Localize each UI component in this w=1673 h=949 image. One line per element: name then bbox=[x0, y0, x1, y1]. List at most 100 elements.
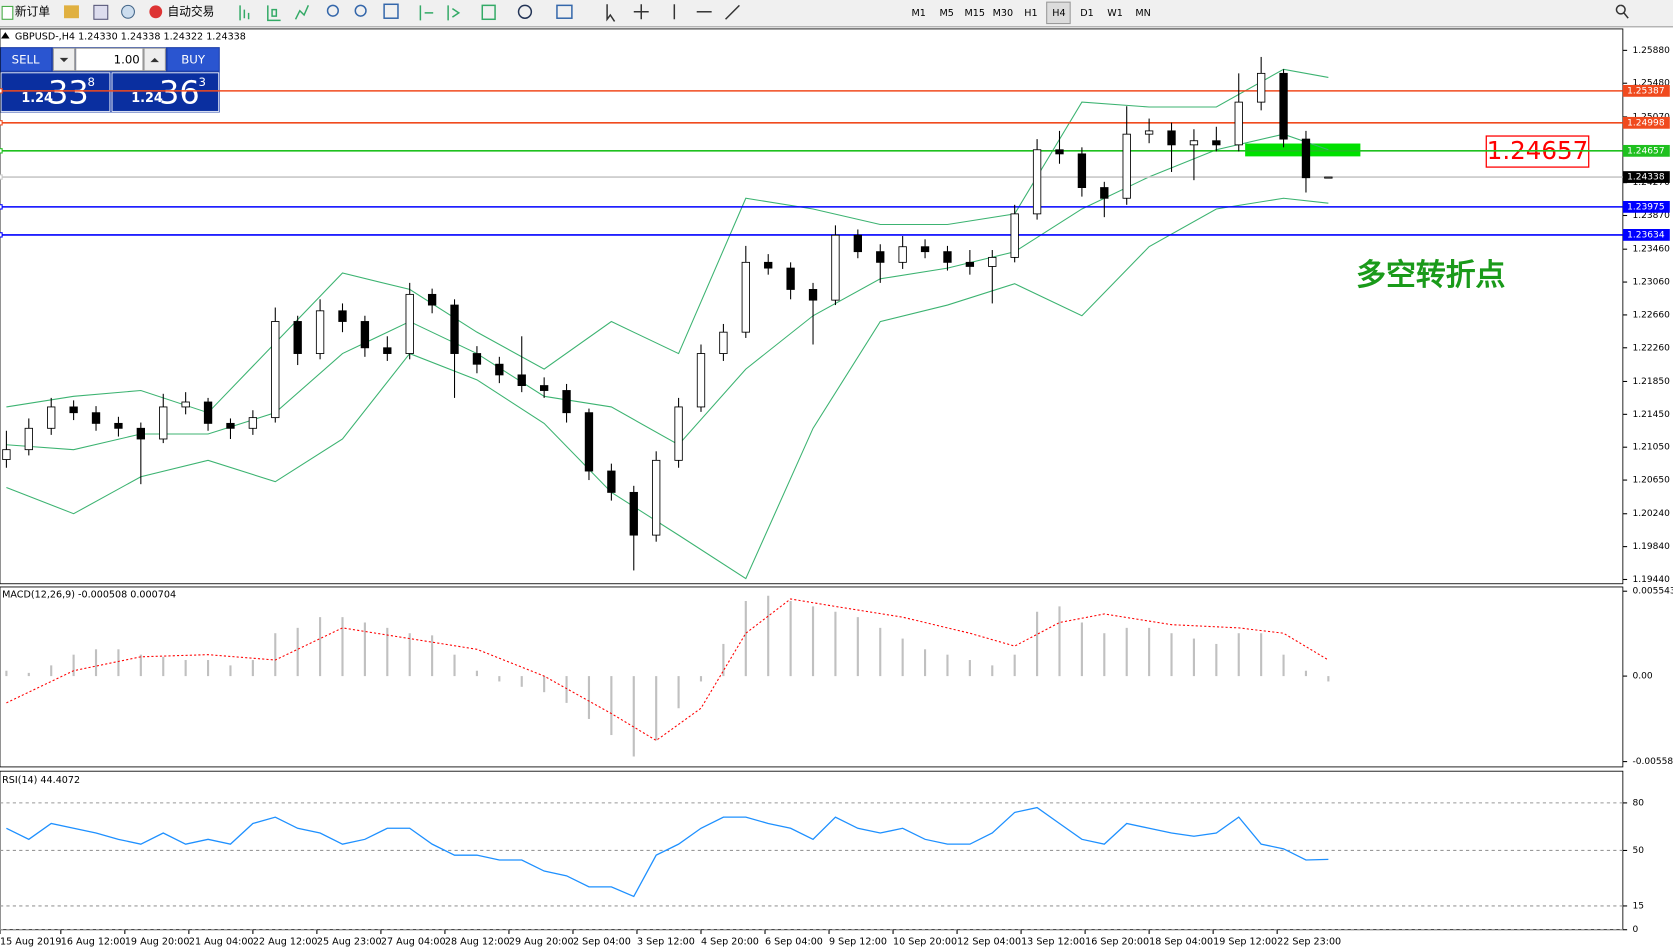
y-tick-label: 0 bbox=[1632, 925, 1638, 935]
x-tick-label: 4 Sep 20:00 bbox=[701, 936, 759, 947]
lot-value[interactable]: 1.00 bbox=[114, 52, 140, 66]
y-tick-label: 1.24270 bbox=[1632, 178, 1670, 188]
candle-body bbox=[898, 246, 907, 263]
icon[interactable] bbox=[354, 4, 367, 17]
timeframe[interactable]: M30 bbox=[993, 8, 1013, 19]
active-timeframe[interactable] bbox=[1046, 1, 1071, 25]
candle-body bbox=[1279, 72, 1288, 140]
auto-trading-icon[interactable] bbox=[149, 5, 163, 19]
arrow-down bbox=[59, 57, 69, 63]
timeframe[interactable]: H1 bbox=[1024, 8, 1037, 19]
level-label-box bbox=[1622, 84, 1670, 97]
lot-field[interactable] bbox=[75, 47, 144, 72]
annotation-note: 多空转折点 bbox=[1356, 258, 1505, 293]
x-tick-label: 3 Sep 12:00 bbox=[637, 936, 695, 947]
icon[interactable] bbox=[419, 5, 434, 21]
level-label-box bbox=[1622, 200, 1670, 213]
icon[interactable] bbox=[725, 4, 740, 20]
candle-body bbox=[1212, 140, 1221, 146]
sell-button[interactable] bbox=[1, 48, 52, 71]
y-tick-label: 1.21050 bbox=[1632, 443, 1670, 453]
buy-label[interactable]: BUY bbox=[181, 52, 206, 66]
x-tick-label: 9 Sep 12:00 bbox=[829, 936, 887, 947]
y-tick-label: 1.20240 bbox=[1632, 509, 1670, 519]
level-label: 1.25387 bbox=[1627, 86, 1664, 96]
new-order[interactable]: 新订单 bbox=[15, 4, 50, 18]
candle-body bbox=[584, 412, 594, 472]
candle-body bbox=[69, 406, 78, 414]
icon[interactable] bbox=[326, 4, 339, 17]
new-order-icon[interactable] bbox=[1, 5, 14, 20]
candle-body bbox=[920, 246, 930, 253]
candle-body bbox=[876, 251, 885, 263]
icon[interactable] bbox=[447, 5, 461, 21]
candle-body bbox=[383, 347, 392, 354]
buy-price-point: 3 bbox=[198, 75, 205, 89]
icon[interactable] bbox=[294, 5, 310, 20]
search-icon[interactable] bbox=[1615, 4, 1629, 19]
y-tick-label: 1.21450 bbox=[1632, 410, 1670, 420]
icon[interactable] bbox=[93, 4, 109, 20]
timeframe[interactable]: M15 bbox=[965, 8, 985, 19]
x-tick-label: 16 Sep 20:00 bbox=[1085, 936, 1149, 947]
y-tick-label: 1.23460 bbox=[1632, 245, 1670, 255]
rsi-title: RSI(14) 44.4072 bbox=[2, 775, 80, 786]
auto-trading[interactable]: 自动交易 bbox=[168, 4, 215, 18]
sell-price-big: 1.24 bbox=[21, 91, 53, 106]
candle-body bbox=[764, 261, 773, 269]
macd-signal bbox=[6, 598, 1329, 742]
candle-body bbox=[293, 321, 302, 354]
candle-body bbox=[495, 363, 504, 376]
timeframe[interactable]: H4 bbox=[1052, 8, 1065, 19]
candle-body bbox=[674, 406, 683, 461]
x-tick-label: 21 Aug 04:00 bbox=[189, 936, 254, 947]
icon[interactable] bbox=[633, 4, 649, 20]
level-label: 1.24998 bbox=[1627, 118, 1665, 128]
y-tick-label: 1.19840 bbox=[1632, 542, 1670, 552]
candle-body bbox=[338, 310, 347, 322]
x-tick-label: 18 Sep 04:00 bbox=[1149, 936, 1213, 947]
x-tick-label: 22 Sep 23:00 bbox=[1277, 936, 1341, 947]
icon[interactable] bbox=[383, 3, 399, 19]
y-tick-label: 1.22260 bbox=[1632, 343, 1670, 353]
y-tick-label: 80 bbox=[1632, 798, 1644, 808]
icon[interactable] bbox=[556, 4, 573, 19]
chart-title: GBPUSD-,H4 1.24330 1.24338 1.24322 1.243… bbox=[15, 31, 246, 42]
level-handle bbox=[0, 148, 3, 154]
candle-body bbox=[24, 427, 33, 451]
toolbar-bg bbox=[0, 0, 1673, 27]
candle-body bbox=[607, 470, 616, 493]
candle-body bbox=[696, 353, 706, 408]
buy-price-box[interactable] bbox=[111, 72, 220, 112]
y-tick-label: 1.25880 bbox=[1632, 46, 1670, 56]
sell-label[interactable]: SELL bbox=[12, 52, 40, 66]
candle-body bbox=[652, 459, 661, 536]
x-tick-label: 28 Aug 12:00 bbox=[445, 936, 510, 947]
timeframe[interactable]: M5 bbox=[940, 8, 954, 19]
buy-button[interactable] bbox=[167, 48, 219, 71]
level-label: 1.23634 bbox=[1627, 230, 1665, 240]
timeframe[interactable]: W1 bbox=[1107, 8, 1123, 19]
sell-price-box[interactable] bbox=[0, 72, 111, 112]
candle-body bbox=[360, 321, 370, 349]
timeframe[interactable]: MN bbox=[1135, 8, 1150, 19]
icon[interactable] bbox=[517, 4, 533, 19]
candle-body bbox=[427, 293, 437, 306]
candle-body bbox=[943, 251, 952, 263]
candle-body bbox=[226, 422, 235, 429]
x-tick-label: 12 Sep 04:00 bbox=[957, 936, 1021, 947]
timeframe[interactable]: D1 bbox=[1080, 8, 1093, 19]
icon[interactable] bbox=[121, 4, 135, 19]
candle-body bbox=[719, 331, 728, 354]
x-tick-label: 6 Sep 04:00 bbox=[765, 936, 823, 947]
collapse-icon bbox=[1, 32, 10, 39]
timeframe[interactable]: M1 bbox=[911, 8, 925, 19]
cursor-icon[interactable] bbox=[606, 4, 616, 22]
icon[interactable] bbox=[239, 5, 250, 21]
icon[interactable] bbox=[64, 5, 79, 19]
icon[interactable] bbox=[267, 5, 281, 22]
candle-body bbox=[831, 234, 840, 301]
candle-body bbox=[517, 374, 526, 387]
icon[interactable] bbox=[481, 4, 496, 21]
